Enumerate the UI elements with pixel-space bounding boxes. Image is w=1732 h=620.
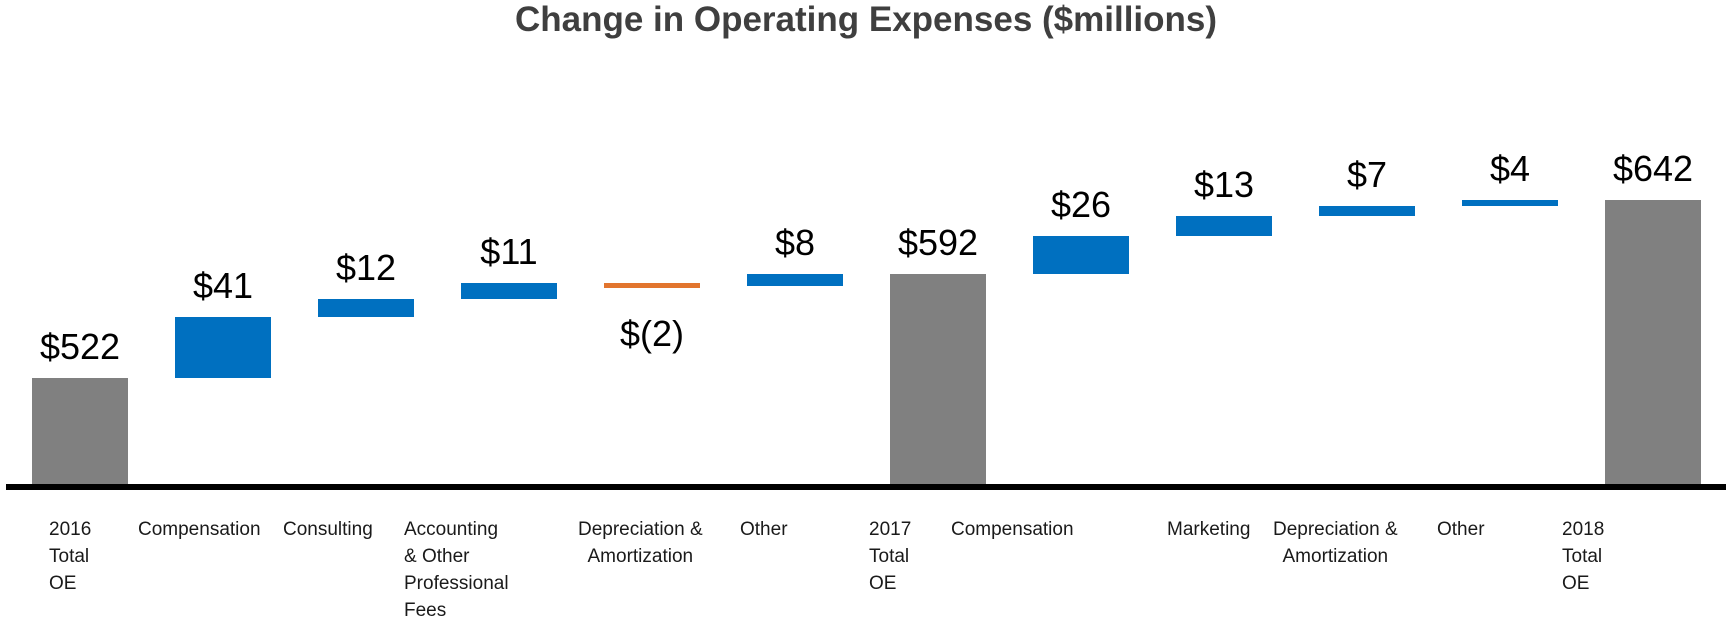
value-label: $522 bbox=[39, 326, 121, 368]
chart-title: Change in Operating Expenses ($millions) bbox=[514, 0, 1218, 39]
category-label: 2018 Total OE bbox=[1562, 519, 1605, 594]
category-label: Other bbox=[740, 519, 788, 540]
value-label: $4 bbox=[1489, 147, 1531, 189]
value-label: $12 bbox=[335, 247, 397, 289]
category-label: 2016 Total OE bbox=[49, 519, 92, 594]
waterfall-bar-increase bbox=[1033, 235, 1129, 275]
waterfall-bar-increase bbox=[318, 299, 414, 318]
waterfall-bar-total bbox=[32, 378, 128, 485]
waterfall-bar-total bbox=[890, 274, 986, 485]
x-axis-line bbox=[6, 484, 1726, 490]
value-label: $(2) bbox=[619, 313, 685, 355]
waterfall-bar-increase bbox=[461, 283, 557, 300]
category-label: Accounting & Other Professional Fees bbox=[404, 519, 509, 620]
waterfall-bar-increase bbox=[175, 317, 271, 379]
value-label: $26 bbox=[1050, 183, 1112, 225]
category-label: Depreciation & Amortization bbox=[578, 519, 703, 567]
value-label: $642 bbox=[1612, 147, 1694, 189]
category-label: 2017 Total OE bbox=[869, 519, 912, 594]
category-label: Compensation bbox=[951, 519, 1074, 540]
category-label: Consulting bbox=[283, 519, 373, 540]
value-label: $13 bbox=[1193, 164, 1255, 206]
category-label: Depreciation & Amortization bbox=[1273, 519, 1398, 567]
value-label: $8 bbox=[774, 222, 816, 264]
value-label: $7 bbox=[1346, 153, 1388, 195]
value-label: $592 bbox=[897, 222, 979, 264]
waterfall-bar-decrease bbox=[604, 283, 700, 289]
waterfall-bar-total bbox=[1605, 199, 1701, 485]
category-label: Other bbox=[1437, 519, 1485, 540]
waterfall-bar-increase bbox=[1319, 205, 1415, 217]
waterfall-bar-increase bbox=[1176, 216, 1272, 236]
category-label: Marketing bbox=[1167, 519, 1251, 540]
value-label: $11 bbox=[480, 231, 538, 273]
value-label: $41 bbox=[192, 265, 254, 307]
category-label: Compensation bbox=[138, 519, 261, 540]
waterfall-bar-increase bbox=[747, 274, 843, 287]
waterfall-bar-increase bbox=[1462, 199, 1558, 206]
